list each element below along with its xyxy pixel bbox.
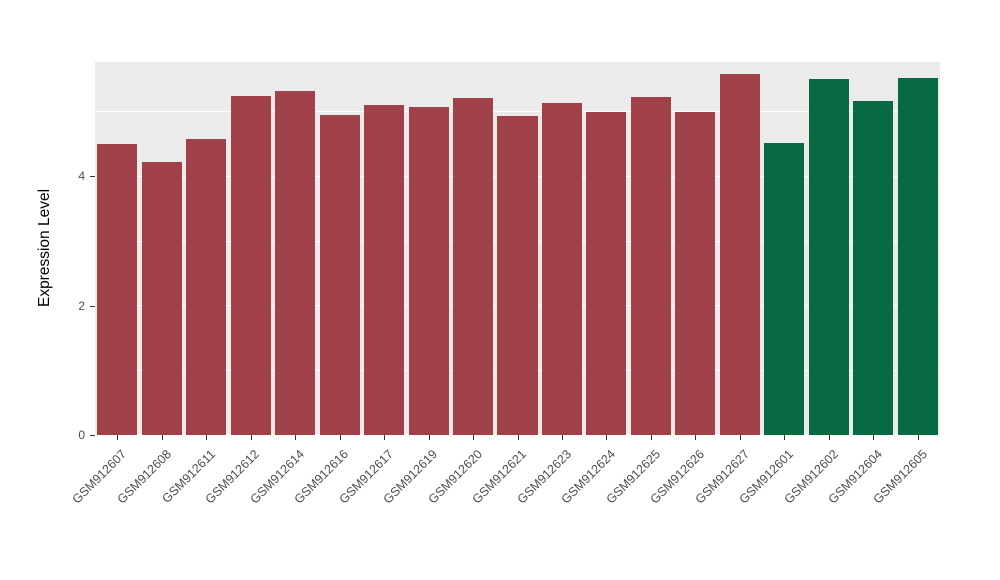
x-tick-mark: [161, 435, 163, 440]
bar-GSM912619: [408, 107, 449, 435]
x-tick-mark: [517, 435, 519, 440]
x-tick-mark: [339, 435, 341, 440]
bar-GSM912611: [186, 138, 227, 435]
bar-GSM912624: [586, 112, 627, 435]
minor-gridline: [95, 111, 940, 113]
bar-GSM912605: [897, 77, 938, 435]
x-tick-mark: [650, 435, 652, 440]
y-tick-mark: [90, 435, 95, 436]
x-tick-mark: [873, 435, 875, 440]
bar-GSM912614: [275, 91, 316, 435]
bar-GSM912617: [364, 105, 405, 435]
bar-GSM912608: [141, 162, 182, 435]
x-tick-mark: [561, 435, 563, 440]
bar-GSM912602: [808, 79, 849, 435]
y-tick-label: 2: [78, 298, 85, 313]
x-tick-mark: [473, 435, 475, 440]
plot-panel: [95, 62, 940, 436]
x-tick-mark: [295, 435, 297, 440]
x-tick-mark: [917, 435, 919, 440]
x-tick-mark: [739, 435, 741, 440]
bar-GSM912625: [630, 96, 671, 435]
y-tick-mark: [90, 176, 95, 178]
x-tick-mark: [784, 435, 786, 440]
bar-GSM912607: [97, 144, 138, 435]
x-tick-mark: [695, 435, 697, 440]
x-tick-mark: [384, 435, 386, 440]
y-axis-title: Expression Level: [36, 188, 53, 308]
y-tick-mark: [90, 305, 95, 307]
y-tick-label: 0: [78, 428, 85, 442]
x-tick-mark: [117, 435, 119, 440]
bar-GSM912612: [230, 95, 271, 435]
bar-GSM912626: [675, 112, 716, 435]
bar-GSM912623: [541, 103, 582, 435]
bar-GSM912627: [719, 74, 760, 435]
bar-GSM912604: [853, 101, 894, 435]
bar-GSM912620: [453, 97, 494, 435]
bar-GSM912601: [764, 142, 805, 435]
y-tick-label: 4: [78, 169, 85, 184]
x-tick-mark: [428, 435, 430, 440]
x-tick-mark: [250, 435, 252, 440]
bar-GSM912621: [497, 115, 538, 435]
x-tick-mark: [206, 435, 208, 440]
bar-GSM912616: [319, 115, 360, 435]
x-tick-mark: [828, 435, 830, 440]
x-tick-mark: [606, 435, 608, 440]
